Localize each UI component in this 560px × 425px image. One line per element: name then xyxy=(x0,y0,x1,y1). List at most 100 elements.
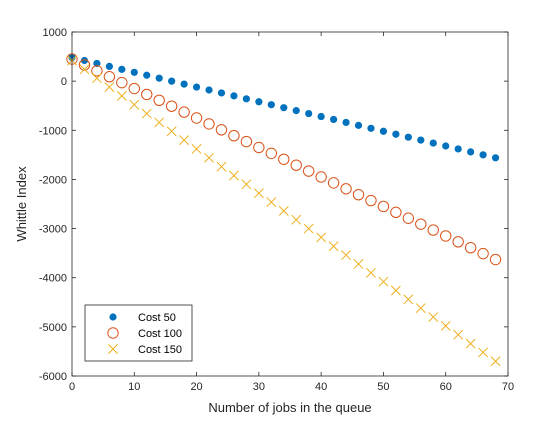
series-1-point xyxy=(93,59,101,68)
series-2-point xyxy=(178,106,190,118)
series-1-point xyxy=(367,124,375,132)
x-tick-label: 70 xyxy=(502,381,514,393)
series-3-point xyxy=(328,241,339,252)
y-tick-label: -5000 xyxy=(39,322,67,334)
series-3-point xyxy=(378,276,389,287)
x-tick-label: 50 xyxy=(377,381,389,393)
series-2-point xyxy=(427,224,439,236)
series-1-point xyxy=(491,154,500,162)
series-1-point xyxy=(155,74,163,82)
series-2-point xyxy=(352,188,365,201)
legend-marker xyxy=(107,327,119,339)
series-2-point xyxy=(415,218,427,230)
series-3-point xyxy=(316,232,327,243)
series-3-point xyxy=(154,117,165,128)
series-2-point xyxy=(141,88,153,101)
series-2-point xyxy=(377,200,390,213)
series-3-point xyxy=(204,152,214,163)
series-3-point xyxy=(228,170,239,181)
axes-box xyxy=(71,31,509,377)
legend-marker xyxy=(108,344,118,354)
series-2-point xyxy=(390,206,402,219)
x-tick-label: 60 xyxy=(440,381,452,393)
series-1-point xyxy=(305,109,313,118)
series-2-point xyxy=(290,159,302,171)
series-2-point xyxy=(190,112,203,124)
series-1-point xyxy=(354,121,363,129)
series-2-point xyxy=(128,82,140,95)
legend-label: Cost 150 xyxy=(138,344,182,356)
series-1-point xyxy=(180,80,188,88)
series-2-point xyxy=(489,253,502,266)
y-tick-label: -6000 xyxy=(39,371,67,383)
series-3-point xyxy=(353,259,364,269)
series-2-point xyxy=(302,165,315,177)
data-marks xyxy=(66,53,502,367)
series-1-point xyxy=(317,112,325,121)
series-1-point xyxy=(417,136,425,144)
series-3-point xyxy=(490,356,501,367)
series-3-point xyxy=(390,285,401,296)
series-3-point xyxy=(266,197,277,207)
series-1-point xyxy=(479,151,487,159)
legend-label: Cost 100 xyxy=(138,328,182,340)
series-3-point xyxy=(291,214,302,225)
series-3-point xyxy=(91,73,102,84)
series-3-point xyxy=(141,108,152,119)
series-1-point xyxy=(80,56,89,65)
series-3-point xyxy=(104,82,115,92)
series-1-point xyxy=(168,77,176,85)
series-2-points xyxy=(66,53,502,266)
series-1-point xyxy=(404,133,412,141)
series-2-point xyxy=(153,94,165,107)
series-3-point xyxy=(453,329,464,340)
series-2-point xyxy=(165,100,178,112)
series-3-point xyxy=(303,223,314,234)
series-1-point xyxy=(467,148,475,156)
legend-box xyxy=(84,304,193,362)
series-1-point xyxy=(255,98,263,106)
series-1-point xyxy=(230,92,238,100)
series-2-point xyxy=(315,171,327,183)
series-2-point xyxy=(440,230,452,242)
legend: Cost 50 Cost 100 Cost 150 xyxy=(84,304,193,362)
series-3-point xyxy=(166,126,177,137)
series-2-point xyxy=(91,65,103,77)
series-2-point xyxy=(452,236,464,248)
y-tick-label: -3000 xyxy=(39,224,67,236)
y-tick-label: -1000 xyxy=(39,125,67,137)
series-1-point xyxy=(429,139,437,147)
series-1-points xyxy=(68,53,500,162)
series-2-point xyxy=(228,129,240,142)
series-3-point xyxy=(366,267,376,278)
series-2-point xyxy=(203,118,215,130)
series-1-point xyxy=(205,86,213,94)
x-tick-label: 40 xyxy=(315,381,327,393)
series-2-point xyxy=(253,141,265,154)
series-2-point xyxy=(402,212,415,224)
legend-label: Cost 50 xyxy=(138,312,176,324)
series-3-point xyxy=(403,294,414,305)
series-2-point xyxy=(215,124,228,136)
series-3-point xyxy=(191,144,202,154)
series-2-point xyxy=(327,177,340,189)
series-1-point xyxy=(330,115,338,124)
series-2-point xyxy=(103,71,116,83)
series-2-point xyxy=(464,242,477,254)
series-3-point xyxy=(253,188,264,199)
series-2-point xyxy=(265,147,278,160)
series-1-point xyxy=(442,142,450,150)
legend-marker xyxy=(109,313,117,321)
series-3-points xyxy=(67,55,501,367)
series-1-point xyxy=(292,107,300,115)
series-1-point xyxy=(267,101,275,109)
series-2-point xyxy=(477,247,489,260)
series-2-point xyxy=(116,76,128,89)
series-1-point xyxy=(105,62,113,70)
series-1-point xyxy=(342,118,350,127)
series-3-point xyxy=(415,303,426,314)
ticks: 0 10 20 30 40 50 60 70 -6000 -5000 -4000 -3000 -2000… xyxy=(39,27,514,393)
legend-item: Cost 150 xyxy=(108,344,182,356)
